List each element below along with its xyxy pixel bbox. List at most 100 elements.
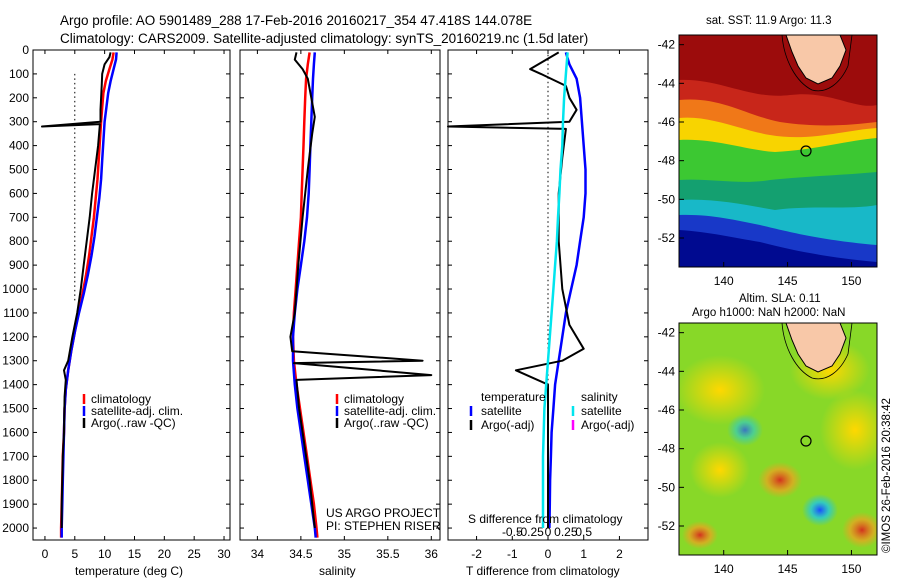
x-tick-label: 0 (42, 547, 49, 561)
map-y-tick-label: -52 (658, 519, 676, 533)
panel3-xlabel: T difference from climatology (466, 564, 620, 578)
sla-map: Altim. SLA: 0.11 Argo h1000: NaN h2000: … (678, 293, 878, 556)
x-tick-label: 30 (217, 547, 231, 561)
map-x-tick-label: 150 (841, 562, 861, 576)
panel3-s-xlabel: S difference from climatology (468, 512, 623, 526)
legend-label-sal-satellite: satellite (581, 404, 622, 418)
map-y-tick-label: -50 (658, 480, 676, 494)
map-y-tick-label: -46 (658, 115, 676, 129)
map-y-tick-label: -42 (658, 326, 676, 340)
argo-float-marker (800, 435, 812, 447)
panel1-frame (32, 49, 231, 541)
y-tick-label: 1500 (2, 402, 29, 416)
sla-blob-warm (682, 521, 718, 549)
x-tick-label: 25 (188, 547, 202, 561)
temperature-panel: 0 5 10 15 20 25 300100200300400500600700800900… (2, 43, 231, 561)
panel1-xlabel: temperature (deg C) (75, 564, 183, 578)
x-tick-label: 2 (616, 547, 623, 561)
legend-title-temperature: temperature (481, 390, 546, 404)
x-tick-label: 20 (158, 547, 172, 561)
credit-pi: PI: STEPHEN RISER (326, 519, 441, 533)
panel2-legend: climatology satellite-adj. clim. Argo(..… (335, 392, 436, 430)
y-tick-label: 1300 (2, 354, 29, 368)
legend-title-salinity: salinity (581, 390, 618, 404)
header-line1: Argo profile: AO 5901489_288 17-Feb-2016… (60, 13, 532, 28)
sla-blob (679, 355, 765, 425)
panel1-legend: climatology satellite-adj. clim. Argo(..… (82, 392, 183, 430)
map-x-tick-label: 140 (714, 562, 734, 576)
y-tick-label: 700 (9, 210, 29, 224)
argo-float-marker (800, 145, 812, 157)
map-y-tick-label: -48 (658, 442, 676, 456)
x-tick-label: -2 (471, 547, 482, 561)
x-tick-label: 5 (71, 547, 78, 561)
map-y-tick-label: -46 (658, 403, 676, 417)
sla-map-title1: Altim. SLA: 0.11 (739, 293, 821, 305)
salinity-panel: 34 34.5 35 35.5 36 (240, 49, 440, 561)
s-tick-label: 0.5 (575, 525, 592, 539)
sla-map-frame (678, 322, 878, 556)
sla-blob-warm (842, 512, 877, 548)
series-line-temperature-satellite (548, 52, 587, 529)
map-y-tick-label: -48 (658, 154, 676, 168)
y-tick-label: 900 (9, 258, 29, 272)
s-tick-label: 0.25 (554, 525, 578, 539)
legend-label-climatology: climatology (344, 392, 404, 406)
panel2-xlabel: salinity (319, 564, 356, 578)
sst-map: sat. SST: 11.9 Argo: 11.3 (678, 15, 878, 268)
s-tick-label: -0.5 (502, 525, 523, 539)
x-tick-label: 10 (98, 547, 112, 561)
map-x-tick-label: 145 (778, 562, 798, 576)
panel2-frame (239, 49, 441, 541)
y-tick-label: 1400 (2, 378, 29, 392)
x-tick-label: 36 (425, 547, 439, 561)
sst-band-deep (679, 230, 877, 267)
series-line-salinity-satellite (541, 52, 569, 528)
legend-label-sal-argo: Argo(-adj) (581, 418, 634, 432)
sla-blob-warm (758, 462, 802, 498)
x-tick-label: 1 (580, 547, 587, 561)
sla-blob-cold (802, 494, 838, 526)
shelf-contour (781, 35, 853, 92)
map-x-tick-label: 140 (714, 274, 734, 288)
map-y-tick-label: -42 (658, 38, 676, 52)
x-tick-label: 34 (251, 547, 265, 561)
map-y-tick-label: -44 (658, 364, 676, 378)
map-x-tick-label: 150 (841, 274, 861, 288)
legend-label-argo: Argo(..raw -QC) (344, 416, 429, 430)
sla-blob-cold (727, 414, 763, 446)
sst-map-title: sat. SST: 11.9 Argo: 11.3 (706, 15, 832, 27)
x-tick-label: -1 (507, 547, 518, 561)
map-y-tick-label: -52 (658, 231, 676, 245)
y-tick-label: 400 (9, 139, 29, 153)
y-tick-label: 1800 (2, 473, 29, 487)
y-tick-label: 600 (9, 186, 29, 200)
series-line-argo-raw-qc- (289, 52, 433, 529)
s-tick-label: 0 (545, 525, 552, 539)
tasmania-land (785, 35, 847, 85)
y-tick-label: 0 (22, 43, 29, 57)
series-line-argo-raw-qc- (41, 52, 112, 528)
map-x-tick-label: 145 (778, 274, 798, 288)
difference-panel: -2 -1 0 1 2 -0.5-0.25 0 0.250.5 (447, 49, 648, 561)
legend-label-satellite: satellite-adj. clim. (91, 404, 183, 418)
y-tick-label: 500 (9, 163, 29, 177)
y-tick-label: 200 (9, 91, 29, 105)
header-line2: Climatology: CARS2009. Satellite-adjuste… (60, 31, 588, 46)
y-tick-label: 100 (9, 67, 29, 81)
legend-label-argo: Argo(..raw -QC) (91, 416, 176, 430)
legend-label-temp-satellite: satellite (481, 404, 522, 418)
y-tick-label: 1100 (3, 306, 29, 320)
x-tick-label: 35.5 (376, 547, 400, 561)
s-tick-label: -0.25 (516, 525, 544, 539)
y-tick-label: 2000 (2, 521, 29, 535)
sla-blob (690, 442, 750, 498)
panel3-legend: temperature salinity satellite Argo(-adj… (469, 390, 634, 432)
y-tick-label: 300 (9, 115, 29, 129)
sla-map-title2: Argo h1000: NaN h2000: NaN (692, 307, 845, 319)
x-tick-label: 0 (545, 547, 552, 561)
map-axes: -42 -44 -46 -48 -50 -52 140 145 150 -42 -44 -46 -48 -… (658, 38, 862, 576)
y-tick-label: 1900 (2, 497, 29, 511)
x-tick-label: 15 (128, 547, 142, 561)
